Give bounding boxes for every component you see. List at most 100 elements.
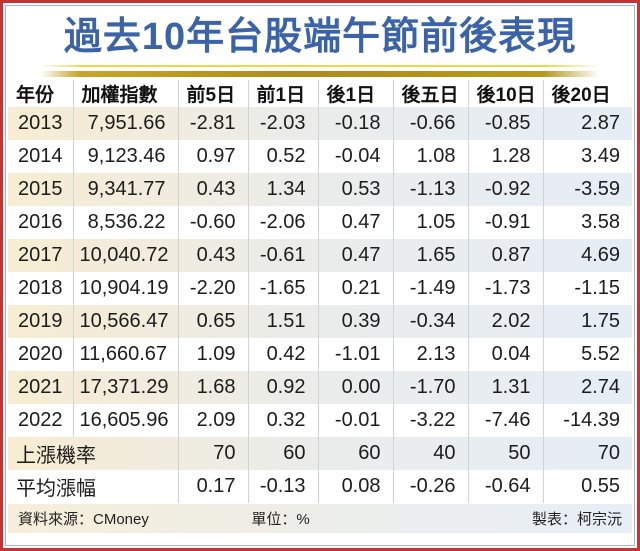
value-cell: 0.92	[247, 370, 318, 404]
value-cell: 1.68	[177, 370, 248, 404]
value-cell: -0.60	[177, 205, 248, 239]
value-cell: -1.49	[392, 271, 468, 305]
value-cell: 1.34	[247, 172, 318, 206]
value-cell: -1.65	[247, 271, 318, 305]
title-underline	[40, 64, 600, 77]
summary-value: 60	[247, 436, 318, 470]
summary-value: -0.64	[467, 469, 543, 503]
value-cell: 0.42	[247, 337, 318, 371]
value-cell: 1.65	[392, 238, 468, 272]
summary-value: 0.17	[177, 469, 248, 503]
value-cell: 1.51	[247, 304, 318, 338]
value-cell: 2.87	[542, 106, 632, 140]
year-cell: 2021	[18, 375, 63, 398]
year-cell: 2017	[18, 243, 63, 266]
page-title: 過去10年台股端午節前後表現	[63, 16, 577, 58]
unit-label: 單位：%	[251, 510, 310, 528]
table-footer: 資料來源：CMoney 單位：% 製表：柯宗沅	[8, 503, 632, 533]
table-row: 2019 10,566.47 0.65 1.51 0.39 -0.34 2.02 1.75	[8, 304, 632, 338]
value-cell: -0.91	[467, 205, 543, 239]
year-cell: 2016	[18, 210, 63, 233]
credit-label: 製表：柯宗沅	[531, 510, 622, 528]
summary-label: 平均漲幅	[16, 477, 96, 500]
year-cell: 2015	[18, 177, 63, 200]
column-header: 後五日	[392, 79, 468, 107]
value-cell: 11,660.67	[72, 337, 178, 371]
summary-value: 60	[317, 436, 393, 470]
column-header: 後10日	[467, 79, 543, 107]
inner-frame: 過去10年台股端午節前後表現 年份 加權指數 前5日 前1日 後1日 後五日 後10日 後20…	[5, 5, 635, 546]
value-cell: -7.46	[467, 403, 543, 437]
value-cell: 2.74	[542, 370, 632, 404]
value-cell: 0.53	[317, 172, 393, 206]
value-cell: 0.65	[177, 304, 248, 338]
value-cell: 1.28	[467, 139, 543, 173]
year-cell: 2014	[18, 144, 63, 167]
title-underline-thick	[40, 70, 600, 77]
value-cell: 0.87	[467, 238, 543, 272]
table-header-row: 年份 加權指數 前5日 前1日 後1日 後五日 後10日 後20日	[8, 79, 632, 107]
year-cell: 2019	[18, 309, 63, 332]
value-cell: -2.06	[247, 205, 318, 239]
value-cell: 2.13	[392, 337, 468, 371]
column-header: 後1日	[317, 79, 393, 107]
table-row: 2013 7,951.66 -2.81 -2.03 -0.18 -0.66 -0.85 2.8…	[8, 106, 632, 140]
table-row: 2021 17,371.29 1.68 0.92 0.00 -1.70 1.31 2.74	[8, 370, 632, 404]
value-cell: 0.47	[317, 238, 393, 272]
column-header: 前5日	[177, 79, 248, 107]
value-cell: 9,123.46	[72, 139, 178, 173]
value-cell: 0.21	[317, 271, 393, 305]
value-cell: -2.81	[177, 106, 248, 140]
value-cell: 16,605.96	[72, 403, 178, 437]
value-cell: -0.34	[392, 304, 468, 338]
value-cell: 0.97	[177, 139, 248, 173]
value-cell: 10,566.47	[72, 304, 178, 338]
year-cell: 2013	[18, 111, 63, 134]
value-cell: 0.52	[247, 139, 318, 173]
performance-table: 年份 加權指數 前5日 前1日 後1日 後五日 後10日 後20日 2013 7,951.66-…	[8, 79, 632, 503]
value-cell: 10,904.19	[72, 271, 178, 305]
value-cell: -2.03	[247, 106, 318, 140]
value-cell: -3.59	[542, 172, 632, 206]
value-cell: 3.58	[542, 205, 632, 239]
summary-value: 40	[392, 436, 468, 470]
summary-value: 0.55	[542, 469, 632, 503]
summary-value: -0.26	[392, 469, 468, 503]
value-cell: 2.02	[467, 304, 543, 338]
column-header: 前1日	[247, 79, 318, 107]
value-cell: -0.85	[467, 106, 543, 140]
value-cell: 1.31	[467, 370, 543, 404]
table-row: 2015 9,341.77 0.43 1.34 0.53 -1.13 -0.92 -3.59	[8, 172, 632, 206]
summary-value: 70	[542, 436, 632, 470]
column-header: 年份	[8, 79, 73, 107]
value-cell: -0.92	[467, 172, 543, 206]
value-cell: 0.00	[317, 370, 393, 404]
table-row: 2022 16,605.96 2.09 0.32 -0.01 -3.22 -7.46 -14.…	[8, 403, 632, 437]
source-label: 資料來源：CMoney	[18, 510, 149, 528]
column-header: 後20日	[542, 79, 632, 107]
value-cell: 0.43	[177, 172, 248, 206]
year-cell: 2022	[18, 408, 63, 431]
column-header: 加權指數	[72, 79, 178, 107]
title-underline-thin	[40, 64, 600, 67]
value-cell: 1.09	[177, 337, 248, 371]
year-cell: 2018	[18, 276, 63, 299]
value-cell: -2.20	[177, 271, 248, 305]
value-cell: 8,536.22	[72, 205, 178, 239]
value-cell: 0.47	[317, 205, 393, 239]
summary-row: 平均漲幅 0.17 -0.13 0.08 -0.26 -0.64 0.55	[8, 469, 632, 503]
summary-value: 50	[467, 436, 543, 470]
value-cell: -1.13	[392, 172, 468, 206]
summary-value: 70	[177, 436, 248, 470]
value-cell: 0.43	[177, 238, 248, 272]
value-cell: -1.01	[317, 337, 393, 371]
value-cell: -3.22	[392, 403, 468, 437]
summary-label: 上漲機率	[16, 444, 96, 467]
value-cell: 3.49	[542, 139, 632, 173]
value-cell: 10,040.72	[72, 238, 178, 272]
year-cell: 2020	[18, 342, 63, 365]
value-cell: 2.09	[177, 403, 248, 437]
value-cell: -1.73	[467, 271, 543, 305]
value-cell: 4.69	[542, 238, 632, 272]
value-cell: 1.08	[392, 139, 468, 173]
